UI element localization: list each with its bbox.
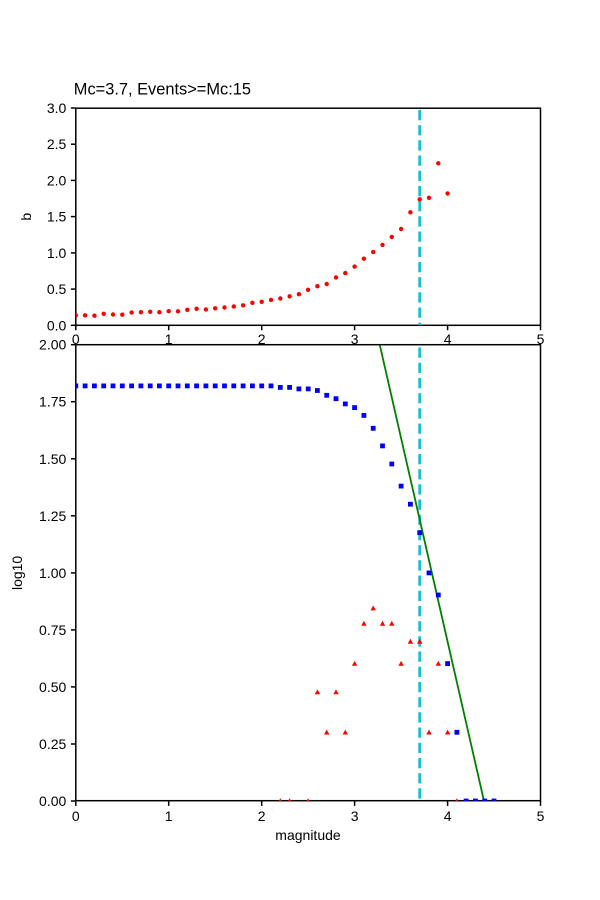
svg-text:1: 1: [165, 808, 173, 824]
svg-text:magnitude: magnitude: [275, 827, 341, 843]
svg-text:3: 3: [351, 331, 359, 347]
svg-text:5: 5: [537, 331, 545, 347]
svg-text:b: b: [18, 213, 34, 221]
svg-text:0.75: 0.75: [39, 622, 66, 638]
svg-text:1.75: 1.75: [39, 394, 66, 410]
svg-text:0.50: 0.50: [39, 679, 66, 695]
svg-text:4: 4: [444, 331, 452, 347]
svg-text:2: 2: [258, 331, 266, 347]
svg-text:1.00: 1.00: [39, 565, 66, 581]
svg-text:0: 0: [72, 331, 80, 347]
svg-text:1.0: 1.0: [47, 245, 67, 261]
svg-text:2.00: 2.00: [39, 337, 66, 353]
svg-text:2.5: 2.5: [47, 136, 67, 152]
svg-text:0: 0: [72, 808, 80, 824]
svg-text:5: 5: [537, 808, 545, 824]
svg-text:Mc=3.7, Events>=Mc:15: Mc=3.7, Events>=Mc:15: [74, 80, 251, 98]
svg-text:0.0: 0.0: [47, 317, 67, 333]
svg-text:log10: log10: [9, 556, 25, 590]
svg-text:2.0: 2.0: [47, 172, 67, 188]
svg-text:1.5: 1.5: [47, 209, 67, 225]
svg-text:1: 1: [165, 331, 173, 347]
svg-text:4: 4: [444, 808, 452, 824]
svg-text:0.5: 0.5: [47, 281, 67, 297]
svg-text:1.25: 1.25: [39, 508, 66, 524]
svg-text:2: 2: [258, 808, 266, 824]
svg-text:3: 3: [351, 808, 359, 824]
svg-text:0.00: 0.00: [39, 793, 66, 809]
svg-text:1.50: 1.50: [39, 451, 66, 467]
svg-text:3.0: 3.0: [47, 100, 67, 116]
svg-text:0.25: 0.25: [39, 736, 66, 752]
